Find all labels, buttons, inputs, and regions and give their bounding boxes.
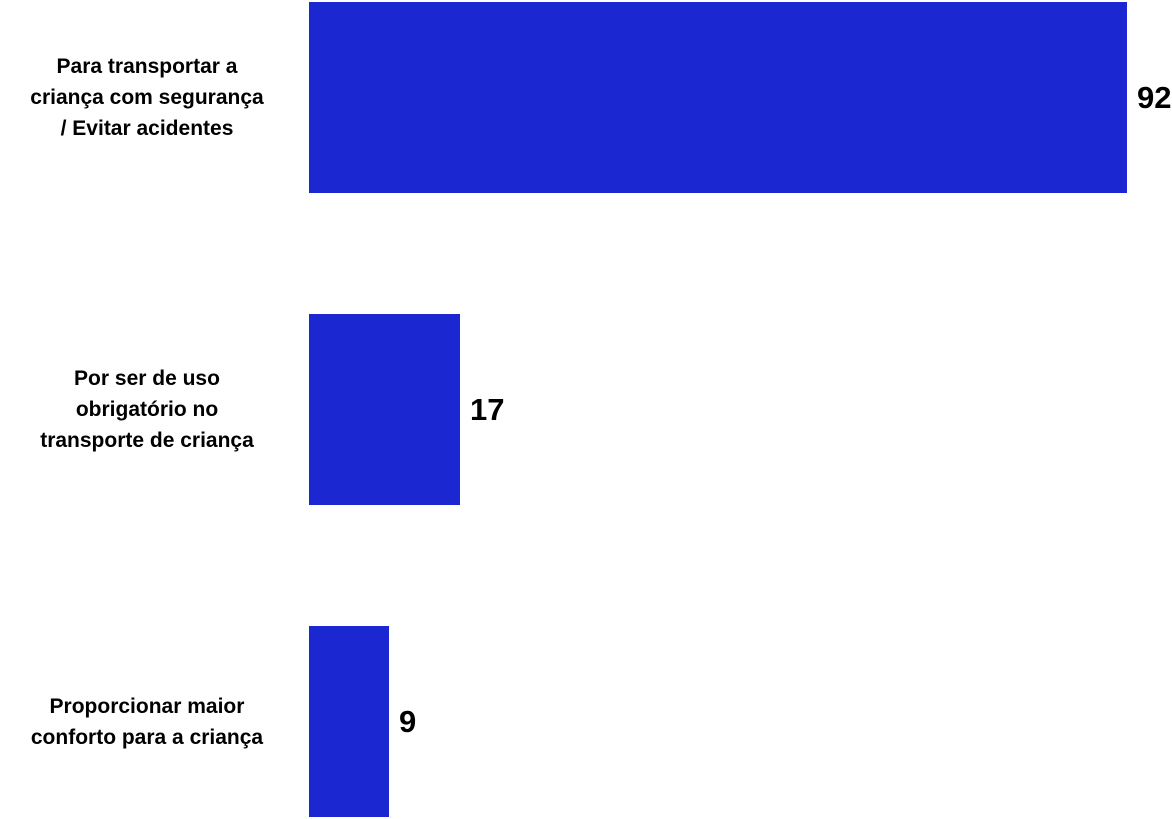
category-label-line: Proporcionar maior [49,695,245,718]
category-label-line: / Evitar acidentes [60,117,234,140]
category-label: Por ser de uso obrigatório no transporte d… [0,363,294,456]
category-label-line: Para transportar a [56,55,238,78]
category-label-line: criança com segurança [30,86,264,109]
value-label: 17 [470,392,505,427]
category-label-line: transporte de criança [40,429,254,452]
category-label-line: Por ser de uso [74,367,220,390]
bar [309,2,1127,193]
category-label-line: conforto para a criança [30,726,264,749]
category-label: Para transportar a criança com segurança /… [0,51,294,144]
category-label-line: obrigatório no [75,398,219,421]
bar [309,314,460,505]
value-label: 9 [399,704,417,739]
bar [309,626,389,817]
value-label: 92 [1137,80,1172,115]
category-label: Proporcionar maior conforto para a crianç… [0,691,294,753]
